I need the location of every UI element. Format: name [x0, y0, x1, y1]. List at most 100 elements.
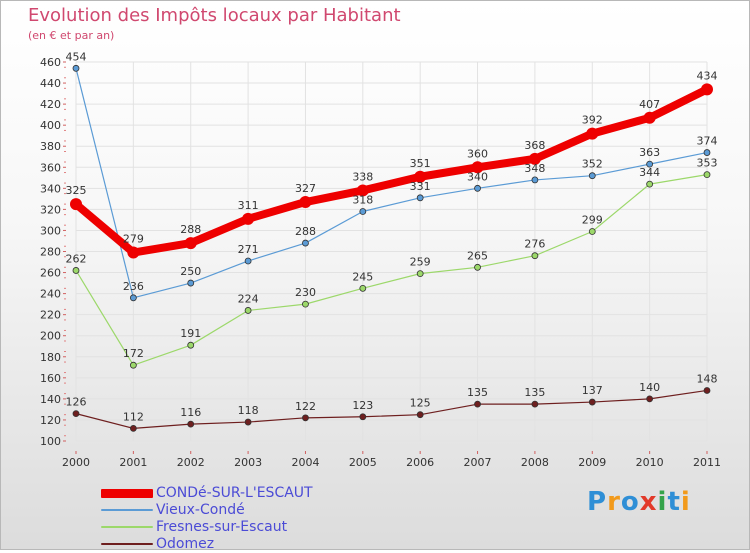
- y-tick-label: 280: [40, 246, 61, 259]
- data-point: [129, 361, 137, 369]
- data-label: 148: [697, 372, 718, 385]
- data-point: [244, 257, 252, 265]
- data-label: 125: [410, 397, 431, 410]
- legend-label: Fresnes-sur-Escaut: [156, 519, 288, 535]
- data-point: [646, 180, 654, 188]
- x-tick-label: 2003: [234, 456, 262, 469]
- data-label: 363: [639, 146, 660, 159]
- x-tick-label: 2006: [406, 456, 434, 469]
- data-label: 118: [238, 404, 259, 417]
- y-tick-label: 440: [40, 77, 61, 90]
- x-tick-label: 2001: [119, 456, 147, 469]
- data-point: [242, 212, 255, 225]
- data-label: 126: [66, 396, 87, 409]
- data-point: [416, 194, 424, 202]
- legend-label: CONDé-SUR-L'ESCAUT: [156, 485, 313, 501]
- y-tick-label: 240: [40, 288, 61, 301]
- data-label: 360: [467, 147, 488, 160]
- data-label: 351: [410, 157, 431, 170]
- data-label: 407: [639, 98, 660, 111]
- data-point: [528, 152, 541, 165]
- y-tick-label: 460: [40, 56, 61, 69]
- data-point: [416, 411, 424, 419]
- data-point: [531, 400, 539, 408]
- data-point: [703, 387, 711, 394]
- x-tick-label: 2007: [464, 456, 492, 469]
- data-point: [646, 160, 654, 168]
- y-tick-label: 420: [40, 98, 61, 111]
- x-tick-label: 2009: [578, 456, 606, 469]
- data-label: 352: [582, 158, 603, 171]
- data-point: [414, 170, 427, 183]
- data-label: 318: [352, 193, 373, 206]
- data-label: 112: [123, 410, 144, 423]
- data-label: 172: [123, 347, 144, 360]
- data-point: [302, 300, 309, 308]
- data-point: [72, 410, 80, 418]
- legend-swatch: [101, 509, 153, 511]
- data-label: 250: [180, 265, 201, 278]
- data-point: [646, 395, 654, 403]
- data-point: [586, 127, 599, 140]
- data-point: [416, 270, 424, 278]
- data-label: 123: [352, 399, 373, 412]
- y-tick-label: 220: [40, 309, 61, 322]
- data-point: [701, 83, 713, 96]
- x-tick-label: 2002: [177, 456, 205, 469]
- data-label: 279: [123, 233, 144, 246]
- data-point: [359, 413, 367, 421]
- data-label: 353: [697, 157, 718, 170]
- y-tick-label: 360: [40, 161, 61, 174]
- data-label: 311: [238, 199, 259, 212]
- y-tick-label: 180: [40, 351, 61, 364]
- data-label: 245: [352, 270, 373, 283]
- data-point: [72, 267, 80, 274]
- legend-swatch: [101, 488, 153, 498]
- data-label: 135: [524, 386, 545, 399]
- data-point: [244, 418, 252, 426]
- data-label: 122: [295, 400, 316, 413]
- data-point: [299, 196, 312, 209]
- data-label: 224: [238, 292, 259, 305]
- logo-letter: i: [680, 487, 691, 517]
- data-point: [302, 414, 309, 422]
- data-point: [187, 420, 195, 428]
- data-label: 137: [582, 384, 603, 397]
- logo-letter: P: [587, 487, 608, 517]
- data-label: 276: [524, 238, 545, 251]
- data-point: [184, 237, 197, 250]
- data-label: 348: [524, 162, 545, 175]
- data-label: 116: [180, 406, 201, 419]
- legend-swatch: [101, 543, 153, 545]
- y-tick-label: 260: [40, 267, 61, 280]
- data-label: 259: [410, 256, 431, 269]
- data-label: 299: [582, 213, 603, 226]
- data-point: [359, 284, 367, 292]
- data-label: 135: [467, 386, 488, 399]
- y-tick-label: 320: [40, 203, 61, 216]
- chart-subtitle: (en € et par an): [28, 29, 115, 42]
- x-tick-label: 2004: [291, 456, 319, 469]
- data-point: [471, 161, 484, 174]
- data-label: 392: [582, 114, 603, 127]
- y-tick-label: 300: [40, 224, 61, 237]
- y-tick-label: 340: [40, 182, 61, 195]
- data-point: [127, 246, 140, 259]
- data-point: [588, 228, 596, 235]
- data-point: [244, 307, 252, 314]
- data-label: 271: [238, 243, 259, 256]
- data-label: 288: [295, 225, 316, 238]
- y-tick-label: 160: [40, 372, 61, 385]
- y-tick-label: 400: [40, 119, 61, 132]
- data-point: [359, 208, 367, 215]
- series-line: [75, 389, 708, 429]
- data-point: [588, 172, 596, 180]
- legend-swatch: [101, 526, 153, 528]
- series-line: [75, 174, 708, 366]
- axes: 100 120 140 160 180 200 220 240 260 280 300 320 340 3…: [40, 56, 721, 469]
- data-point: [129, 424, 137, 432]
- x-tick-label: 2000: [62, 456, 90, 469]
- data-label: 191: [180, 327, 201, 340]
- data-label: 140: [639, 381, 660, 394]
